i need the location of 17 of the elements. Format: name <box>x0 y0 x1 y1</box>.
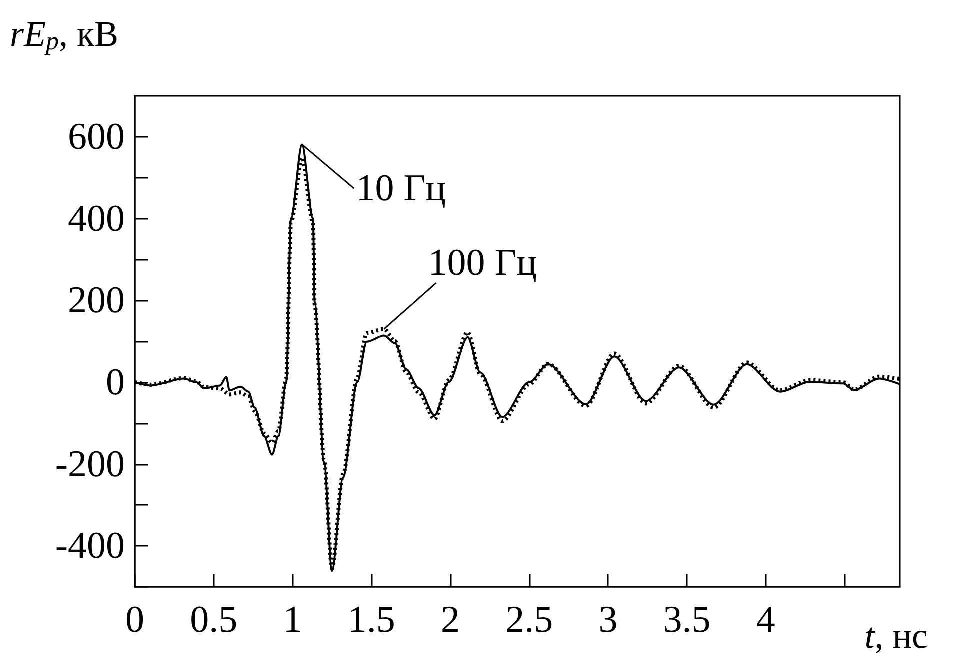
x-tick-label: 2 <box>440 599 460 641</box>
y-tick-label: 0 <box>106 361 125 404</box>
x-tick-label: 1 <box>283 599 302 641</box>
x-tick-label: 4 <box>756 599 776 641</box>
y-tick-label: -200 <box>55 443 125 486</box>
annotation: 100 Гц <box>428 242 538 284</box>
x-tick-label: 3 <box>598 599 618 641</box>
x-tick-label: 1.5 <box>348 599 396 641</box>
y-tick-label: -400 <box>55 525 125 568</box>
x-axis-title: t, нс <box>864 616 928 656</box>
y-tick-label: 400 <box>68 198 125 240</box>
y-tick-label: 600 <box>68 116 125 158</box>
x-tick-label: 3.5 <box>663 599 711 641</box>
x-tick-label: 0.5 <box>190 599 238 641</box>
y-tick-label: 200 <box>68 280 125 322</box>
annotation: 10 Гц <box>356 168 446 210</box>
x-tick-label: 2.5 <box>506 599 554 641</box>
